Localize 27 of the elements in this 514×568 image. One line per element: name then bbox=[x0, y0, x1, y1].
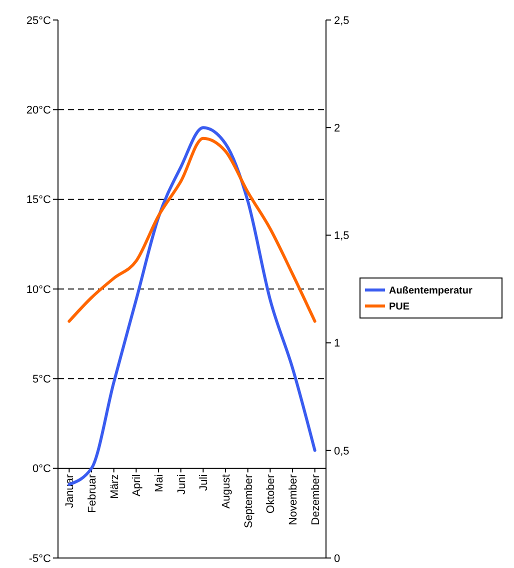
y2-tick-label: 0,5 bbox=[334, 445, 350, 458]
y2-tick-label: 0 bbox=[334, 552, 340, 565]
legend-label: Außentemperatur bbox=[389, 286, 472, 296]
y-tick-label: -5°C bbox=[28, 552, 52, 565]
y-tick-label: 5°C bbox=[32, 374, 52, 386]
x-tick-label: August bbox=[220, 474, 232, 509]
y-tick-label: 25°C bbox=[26, 14, 52, 27]
x-tick-label: Juli bbox=[198, 474, 210, 491]
x-tick-label: März bbox=[108, 474, 121, 499]
x-tick-label: Mai bbox=[154, 474, 166, 492]
y2-tick-label: 1 bbox=[334, 338, 340, 350]
x-tick-label: Dezember bbox=[310, 474, 322, 526]
y2-tick-label: 2 bbox=[334, 122, 340, 134]
line-series bbox=[68, 136, 316, 323]
x-tick-label: November bbox=[288, 474, 300, 526]
y-tick-label: 0°C bbox=[32, 463, 52, 476]
y-tick-label: 10°C bbox=[26, 284, 52, 296]
y2-tick-label: 1,5 bbox=[334, 230, 350, 242]
y-tick-label: 20°C bbox=[26, 104, 52, 117]
x-tick-label: Juni bbox=[176, 474, 188, 495]
x-tick-label: Oktober bbox=[265, 474, 278, 514]
x-tick-label: Februar bbox=[86, 474, 98, 513]
y-tick-label: 15°C bbox=[26, 194, 52, 206]
x-tick-label: September bbox=[242, 474, 255, 528]
legend-label: PUE bbox=[389, 302, 410, 312]
x-tick-label: April bbox=[131, 474, 144, 496]
y2-tick-label: 2,5 bbox=[334, 14, 350, 27]
